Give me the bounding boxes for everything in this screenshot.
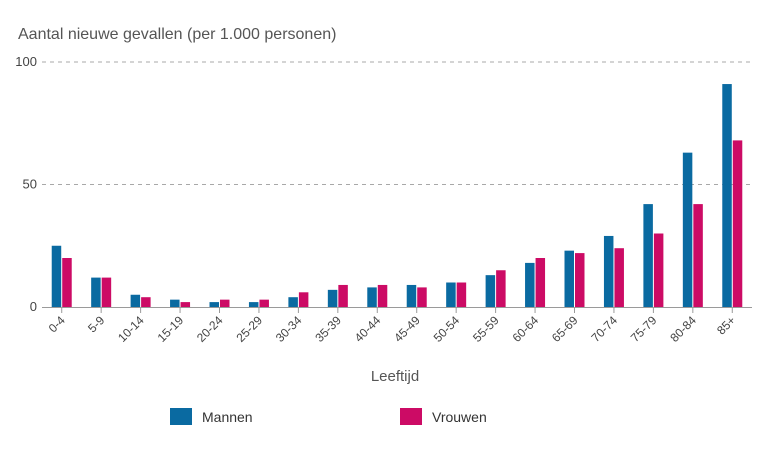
x-tick-label-65-69: 65-69 (549, 313, 581, 345)
x-tick-label-75-79: 75-79 (628, 313, 660, 345)
legend-item-vrouwen: Vrouwen (400, 408, 487, 425)
y-tick-label-0: 0 (30, 299, 37, 314)
legend-item-mannen: Mannen (170, 408, 253, 425)
legend-swatch-mannen (170, 408, 192, 425)
x-tick-label-80-84: 80-84 (667, 313, 699, 345)
bar-vrouwen-0-4 (62, 258, 72, 307)
x-tick-label-55-59: 55-59 (470, 313, 502, 345)
x-axis-label: Leeftijd (370, 368, 420, 385)
bar-mannen-80-84 (682, 152, 693, 307)
bar-mannen-25-29 (248, 302, 259, 307)
bar-vrouwen-10-14 (141, 297, 151, 307)
bar-vrouwen-20-24 (220, 299, 230, 307)
bar-vrouwen-55-59 (496, 270, 506, 307)
bar-mannen-40-44 (367, 287, 377, 307)
bar-vrouwen-40-44 (377, 284, 388, 307)
legend-swatch-vrouwen (400, 408, 422, 425)
bar-vrouwen-70-74 (614, 248, 624, 307)
x-tick-label-25-29: 25-29 (233, 313, 265, 345)
bar-mannen-5-9 (91, 277, 101, 307)
bar-vrouwen-25-29 (259, 299, 269, 307)
bar-mannen-60-64 (525, 262, 535, 307)
bar-vrouwen-5-9 (101, 277, 112, 307)
bar-mannen-45-49 (406, 284, 417, 307)
x-tick-label-40-44: 40-44 (352, 313, 384, 345)
x-tick-label-5-9: 5-9 (85, 313, 107, 335)
bar-mannen-75-79 (643, 204, 653, 307)
bar-mannen-50-54 (446, 282, 456, 307)
bar-mannen-35-39 (327, 289, 338, 307)
x-tick-label-60-64: 60-64 (510, 313, 542, 345)
bar-mannen-15-19 (170, 299, 180, 307)
bar-mannen-70-74 (603, 235, 614, 307)
legend-label-mannen: Mannen (202, 408, 253, 425)
x-tick-label-50-54: 50-54 (431, 313, 463, 345)
bar-vrouwen-30-34 (298, 292, 309, 307)
bar-mannen-10-14 (130, 294, 141, 307)
x-tick-label-70-74: 70-74 (588, 313, 620, 345)
bar-vrouwen-65-69 (575, 253, 585, 307)
bar-mannen-20-24 (209, 302, 219, 307)
x-tick-label-35-39: 35-39 (312, 313, 344, 345)
bar-mannen-55-59 (485, 275, 496, 307)
bar-vrouwen-35-39 (338, 284, 348, 307)
bar-mannen-0-4 (51, 245, 62, 307)
bar-vrouwen-75-79 (653, 233, 664, 307)
bar-vrouwen-85+ (732, 140, 743, 307)
legend-label-vrouwen: Vrouwen (432, 408, 487, 425)
x-tick-label-85+: 85+ (714, 313, 738, 337)
y-tick-label-100: 100 (15, 54, 37, 69)
bar-vrouwen-80-84 (693, 204, 703, 307)
bar-mannen-30-34 (288, 297, 298, 307)
bar-vrouwen-45-49 (417, 287, 427, 307)
x-tick-label-0-4: 0-4 (46, 313, 68, 335)
x-tick-label-10-14: 10-14 (115, 313, 147, 345)
x-tick-label-15-19: 15-19 (155, 313, 187, 345)
y-axis-label: Aantal nieuwe gevallen (per 1.000 person… (18, 26, 337, 43)
x-tick-label-20-24: 20-24 (194, 313, 226, 345)
x-tick-label-30-34: 30-34 (273, 313, 305, 345)
bar-vrouwen-15-19 (180, 302, 191, 307)
bar-mannen-85+ (722, 84, 732, 307)
x-tick-label-45-49: 45-49 (391, 313, 423, 345)
bar-mannen-65-69 (564, 250, 574, 307)
y-tick-label-50: 50 (23, 177, 37, 192)
bar-vrouwen-50-54 (456, 282, 467, 307)
bar-vrouwen-60-64 (535, 258, 546, 307)
